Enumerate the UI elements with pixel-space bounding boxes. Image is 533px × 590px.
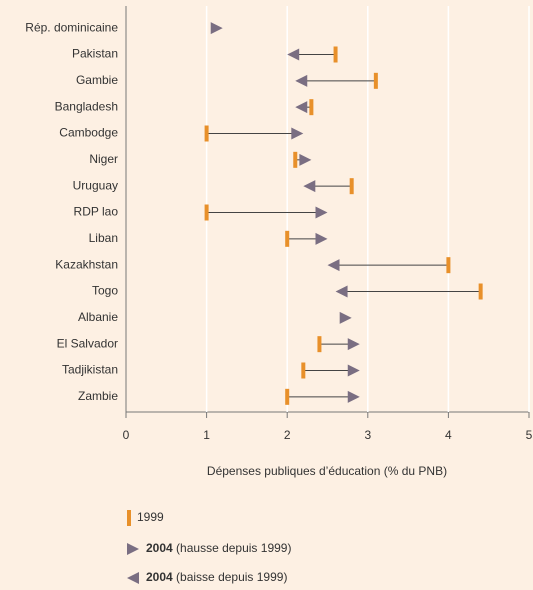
y-tick-label: Zambie	[78, 389, 118, 403]
marker-1999	[293, 151, 298, 168]
legend-label: 2004 (baisse depuis 1999)	[146, 570, 287, 584]
y-tick-label: Cambodge	[59, 126, 118, 140]
x-tick-label: 0	[123, 428, 130, 442]
arrow-2004	[299, 153, 312, 166]
arrow-2004	[210, 22, 223, 35]
y-tick-label: Albanie	[78, 310, 118, 324]
marker-1999	[309, 99, 314, 116]
marker-1999	[204, 204, 209, 221]
arrow-2004	[291, 127, 304, 140]
y-tick-label: El Salvador	[57, 336, 118, 350]
x-tick-label: 1	[203, 428, 210, 442]
y-tick-label: Kazakhstan	[55, 257, 118, 271]
marker-1999	[333, 46, 338, 63]
legend-swatch	[127, 572, 139, 584]
marker-1999	[285, 388, 290, 405]
arrow-2004	[315, 206, 328, 219]
marker-1999	[204, 125, 209, 142]
arrow-2004	[315, 232, 328, 245]
arrow-2004	[347, 390, 360, 403]
arrow-2004	[295, 74, 308, 87]
arrow-2004	[347, 338, 360, 351]
arrow-2004	[327, 259, 340, 272]
arrow-2004	[303, 180, 316, 193]
y-tick-label: RDP lao	[74, 205, 119, 219]
y-tick-label: Tadjikistan	[62, 363, 118, 377]
y-tick-label: Gambie	[76, 73, 118, 87]
marker-1999	[301, 362, 306, 379]
arrow-2004	[339, 311, 352, 324]
y-tick-label: Niger	[89, 152, 118, 166]
x-tick-label: 5	[526, 428, 533, 442]
y-tick-label: Bangladesh	[55, 99, 118, 113]
arrow-2004	[295, 101, 308, 114]
legend-note: (hausse depuis 1999)	[176, 541, 291, 555]
x-tick-label: 4	[445, 428, 452, 442]
arrow-2004	[287, 48, 300, 61]
y-tick-label: Pakistan	[72, 47, 118, 61]
marker-1999	[317, 336, 322, 353]
y-tick-label: Uruguay	[73, 178, 118, 192]
legend-series-name: 2004	[146, 541, 173, 555]
y-tick-label: Togo	[92, 284, 118, 298]
legend-swatch	[127, 510, 131, 526]
x-axis-label: Dépenses publiques d’éducation (% du PNB…	[207, 464, 447, 478]
x-tick-label: 2	[284, 428, 291, 442]
x-tick-label: 3	[364, 428, 371, 442]
arrow-2004	[347, 364, 360, 377]
y-tick-label: Liban	[89, 231, 118, 245]
marker-1999	[478, 283, 483, 300]
marker-1999	[446, 257, 451, 274]
legend-series-name: 2004	[146, 570, 173, 584]
legend-note: (baisse depuis 1999)	[176, 570, 287, 584]
marker-1999	[373, 72, 378, 89]
arrow-2004	[335, 285, 348, 298]
legend-label: 2004 (hausse depuis 1999)	[146, 541, 291, 555]
marker-1999	[349, 178, 354, 195]
legend-swatch	[127, 543, 139, 555]
y-tick-label: Rép. dominicaine	[25, 20, 118, 34]
legend-label: 1999	[137, 510, 164, 524]
marker-1999	[285, 230, 290, 247]
